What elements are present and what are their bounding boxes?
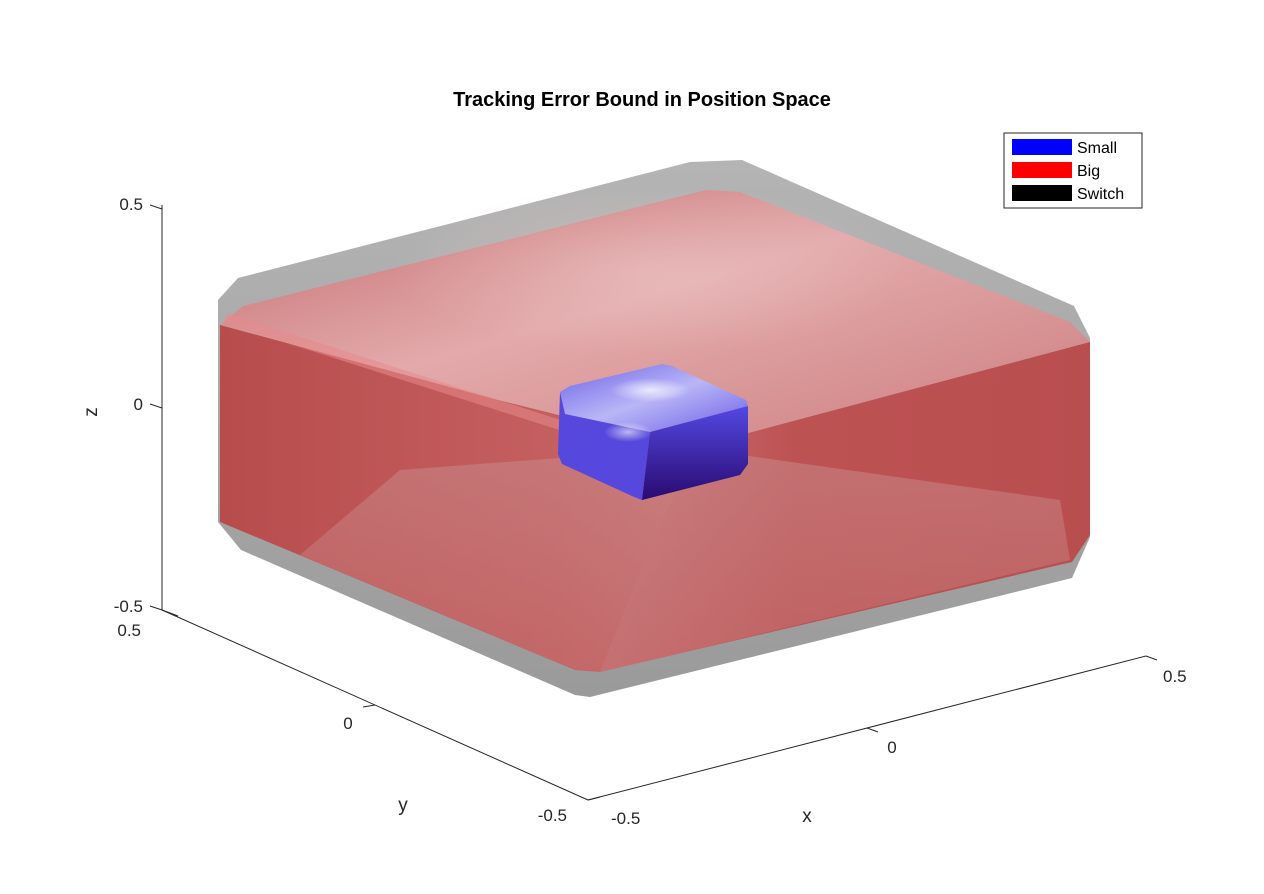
surface-small — [558, 364, 748, 500]
z-tick-label-mid: 0 — [134, 395, 143, 414]
x-tick-0.5 — [1145, 655, 1158, 661]
z-tick-0 — [149, 403, 163, 409]
y-tick-label-top: 0.5 — [117, 621, 141, 640]
z-tick-label-top: 0.5 — [119, 195, 143, 214]
legend-swatch-switch — [1012, 185, 1072, 201]
surface-big — [220, 185, 1090, 672]
z-axis-label: z — [81, 407, 102, 417]
legend-label-small: Small — [1077, 140, 1117, 157]
legend-swatch-small — [1012, 139, 1072, 155]
legend-swatch-big — [1012, 162, 1072, 178]
big-bottom-face — [300, 448, 1070, 672]
x-tick-label-left: -0.5 — [611, 809, 640, 828]
x-tick-label-mid: 0 — [887, 738, 896, 757]
y-tick--0.5 — [587, 796, 601, 801]
x-axis-label: x — [802, 806, 812, 827]
big-edge-highlight — [223, 313, 562, 430]
z-tick-0.5 — [149, 204, 163, 210]
legend: Small Big Switch — [1003, 132, 1143, 209]
big-top-shine — [390, 185, 910, 355]
small-right-face — [642, 406, 748, 500]
legend-label-switch: Switch — [1077, 186, 1124, 203]
y-tick-label-mid: 0 — [343, 714, 352, 733]
small-highlight — [610, 378, 690, 402]
legend-label-big: Big — [1077, 163, 1100, 180]
x-tick-label-right: 0.5 — [1163, 667, 1187, 686]
y-tick-label-bottom: -0.5 — [538, 806, 567, 825]
y-tick-0.5 — [161, 609, 179, 617]
y-axis-label: y — [398, 795, 408, 816]
z-tick--0.5 — [149, 605, 163, 611]
chart-title: Tracking Error Bound in Position Space — [453, 89, 831, 111]
x-tick-0 — [866, 727, 879, 733]
small-left-face — [558, 392, 650, 500]
small-highlight-2 — [604, 422, 652, 442]
tick-marks — [149, 204, 1158, 801]
y-tick-0 — [362, 704, 376, 708]
z-tick-label-bottom: -0.5 — [114, 597, 143, 616]
